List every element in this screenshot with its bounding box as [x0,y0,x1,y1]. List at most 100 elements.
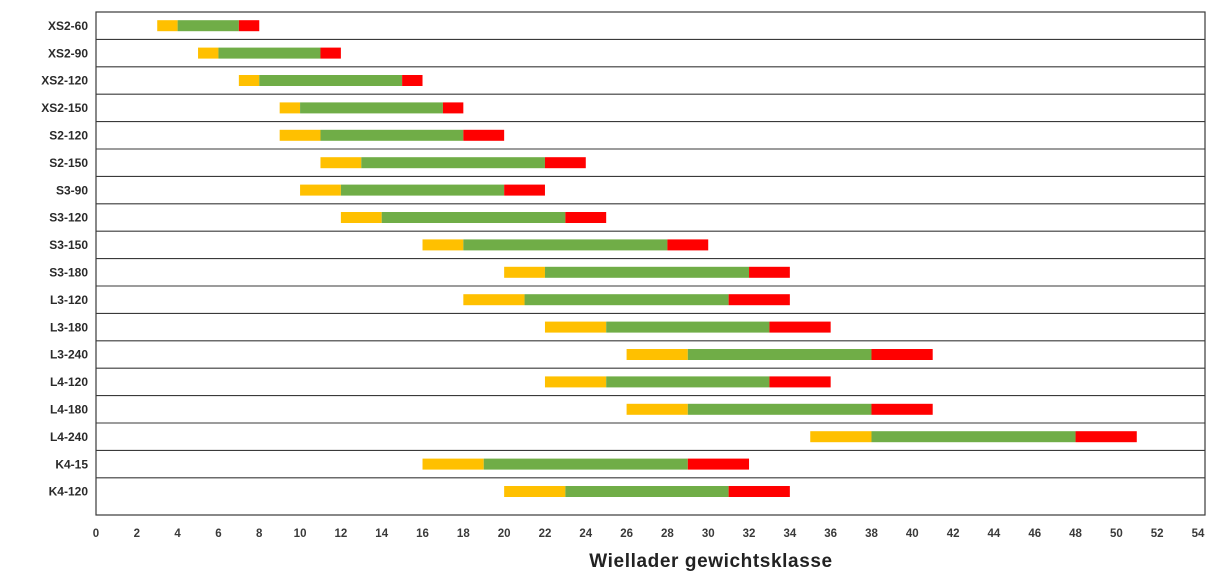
bar-segment-green [259,75,403,86]
bar-segment-yellow [422,239,464,251]
x-tick-label: 0 [93,528,99,540]
x-tick-label: 2 [134,528,140,540]
bar-segment-red [463,129,505,141]
bar-segment-red [544,157,586,169]
bar-segment-red [238,20,260,32]
bar-segment-yellow [463,294,525,306]
bar-segment-yellow [626,349,688,360]
bar-segment-green [687,349,872,360]
bar-segment-red [749,266,790,278]
x-tick-label: 16 [416,528,429,540]
bar-segment-yellow [320,157,362,169]
x-tick-label: 42 [947,528,960,540]
x-tick-label: 44 [988,528,1001,540]
x-tick-label: 34 [783,528,796,540]
category-label: S3-120 [49,211,88,225]
category-label: L4-180 [50,403,88,417]
bar-segment-red [687,458,750,470]
x-tick-label: 46 [1028,528,1041,540]
bar-segment-yellow [544,321,607,333]
bar-segment-green [606,321,770,333]
x-tick-label: 6 [215,528,221,540]
category-label: S3-180 [49,266,88,280]
bar-segment-yellow [340,212,382,223]
bar-segment-red [871,349,933,360]
bar-segment-green [524,294,729,306]
bar-segment-red [402,75,423,86]
plot-border [95,11,1206,516]
x-tick-label: 40 [906,528,919,540]
category-label: K4-15 [55,457,88,471]
category-label: S2-150 [49,156,88,170]
x-tick-label: 36 [824,528,837,540]
category-label: L3-180 [50,320,88,334]
bar-segment-red [769,376,831,388]
row-gridlines [96,38,1205,479]
x-tick-label: 4 [174,528,181,540]
category-label: L3-240 [50,348,88,362]
x-tick-label: 14 [375,528,388,540]
category-label: S3-90 [56,183,88,197]
bar-segment-red [320,47,341,59]
bar-segment-yellow [810,431,872,443]
bar-segment-green [544,266,750,278]
bar-segment-green [687,403,872,415]
plot-frame [95,11,1206,516]
bar-segment-red [667,239,709,251]
bar-segment-red [728,294,790,306]
x-tick-label: 50 [1110,528,1123,540]
bar-segment-green [565,486,729,497]
x-tick-label: 8 [256,528,263,540]
bar-segment-green [218,47,321,59]
category-label: L3-120 [50,293,88,307]
bar-segment-red [769,321,831,333]
bar-segment-yellow [238,75,260,86]
x-tick-label: 22 [539,528,552,540]
bar-segment-yellow [504,266,545,278]
category-label: S2-120 [49,129,88,143]
x-tick-label: 38 [865,528,878,540]
x-tick-label: 10 [294,528,307,540]
category-label: S3-150 [49,238,88,252]
bar-segment-green [361,157,545,169]
x-tick-label: 20 [498,528,511,540]
category-labels: XS2-60 XS2-90 XS2-120 XS2-150 S2-120 S2-150 S3… [41,19,88,499]
category-label: XS2-120 [41,74,88,88]
bar-segment-yellow [544,376,607,388]
x-tick-label: 18 [457,528,470,540]
category-label: L4-120 [50,375,88,389]
bar-segment-yellow [157,20,178,32]
category-label: XS2-90 [48,46,88,60]
category-label: XS2-60 [48,19,88,33]
bar-segment-yellow [198,47,219,59]
category-label: L4-240 [50,430,88,444]
x-tick-labels: 0 2 4 6 8 10 12 14 16 18 20 22 24 26 28 30 32 34 36 38 40 42 4… [93,528,1205,540]
x-tick-label: 48 [1069,528,1082,540]
bar-segment-green [320,129,464,141]
x-tick-label: 52 [1151,528,1164,540]
bar-segment-green [463,239,668,251]
bars-layer [157,20,1137,497]
bar-segment-green [871,431,1076,443]
bar-segment-yellow [626,403,688,415]
bar-segment-yellow [504,486,566,497]
bar-segment-green [300,102,443,114]
category-label: K4-120 [49,485,89,499]
bar-segment-red [1075,431,1137,443]
x-tick-label: 24 [579,528,592,540]
bar-segment-green [177,20,239,32]
x-tick-label: 12 [334,528,347,540]
bar-segment-green [381,212,566,223]
bar-segment-yellow [279,102,301,114]
bar-segment-yellow [279,129,321,141]
bar-segment-red [728,486,790,497]
bar-segment-yellow [422,458,484,470]
x-tick-label: 30 [702,528,715,540]
x-axis-title: Wiellader gewichtsklasse [589,551,832,572]
x-tick-label: 28 [661,528,674,540]
bar-segment-green [483,458,688,470]
x-tick-label: 32 [743,528,756,540]
bar-segment-red [871,403,933,415]
